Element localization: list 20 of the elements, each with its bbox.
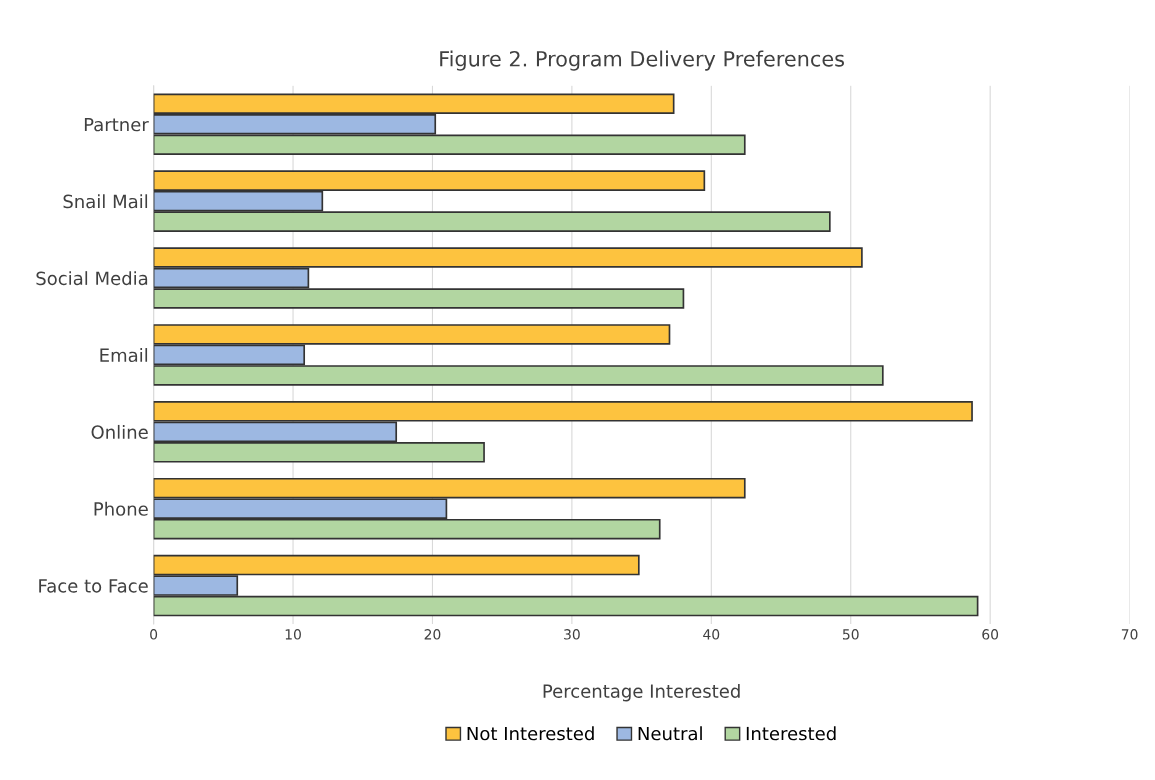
y-tick-label: Partner xyxy=(84,117,149,132)
x-tick-label: 0 xyxy=(150,629,158,640)
y-tick-label: Snail Mail xyxy=(63,194,148,209)
x-tick-label: 50 xyxy=(842,629,859,640)
y-tick-label: Online xyxy=(91,424,148,439)
x-tick-label: 20 xyxy=(424,629,441,640)
y-tick-label: Email xyxy=(100,348,148,363)
x-tick-label: 60 xyxy=(982,629,999,640)
x-tick-label: 70 xyxy=(1121,629,1138,640)
y-tick-label: Phone xyxy=(94,501,148,516)
y-tick-label: Face to Face xyxy=(39,579,148,593)
legend-label: Interested xyxy=(746,726,836,741)
chart-title: Figure 2. Program Delivery Preferences xyxy=(440,50,845,71)
legend-label: Not Interested xyxy=(467,726,594,741)
legend-label: Neutral xyxy=(638,726,702,741)
x-axis-title: Percentage Interested xyxy=(543,683,740,702)
x-tick-label: 30 xyxy=(564,629,580,640)
y-tick-label: Social Media xyxy=(36,271,148,286)
x-tick-label: 40 xyxy=(703,629,720,640)
x-tick-label: 10 xyxy=(285,629,301,640)
